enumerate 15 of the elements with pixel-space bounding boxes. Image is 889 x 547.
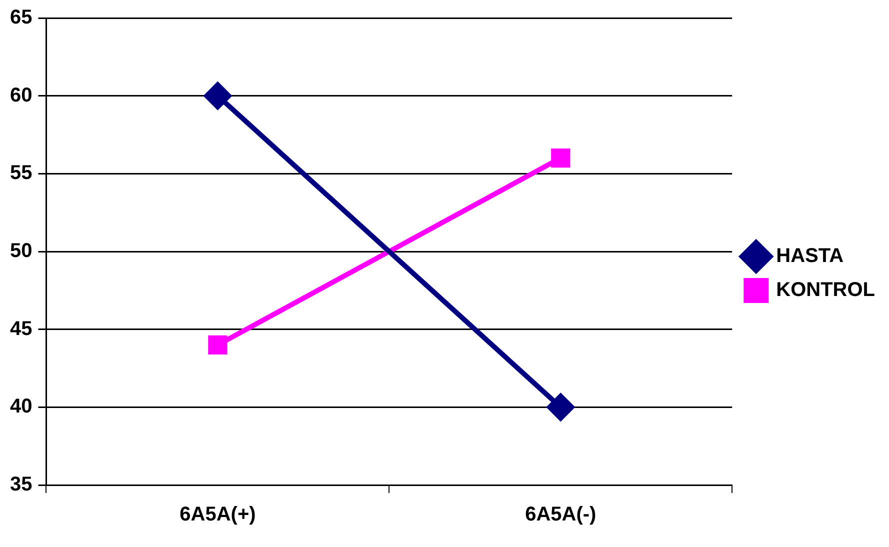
legend-label: KONTROL	[776, 279, 876, 302]
point	[204, 82, 232, 110]
y-tick-label: 40	[10, 396, 32, 418]
x-tick-label: 6A5A(+)	[180, 504, 256, 526]
y-tick-label: 35	[10, 474, 32, 496]
y-tick-label: 60	[10, 84, 32, 106]
point	[208, 335, 228, 354]
y-tick-label: 55	[10, 162, 32, 184]
point	[547, 394, 574, 421]
y-tick-label: 65	[10, 6, 32, 29]
y-tick-label: 45	[10, 318, 32, 340]
point	[551, 148, 570, 168]
x-tick-label: 6A5A(-)	[525, 504, 596, 526]
y-tick-label: 50	[10, 240, 32, 262]
legend-label: HASTA	[776, 245, 844, 268]
